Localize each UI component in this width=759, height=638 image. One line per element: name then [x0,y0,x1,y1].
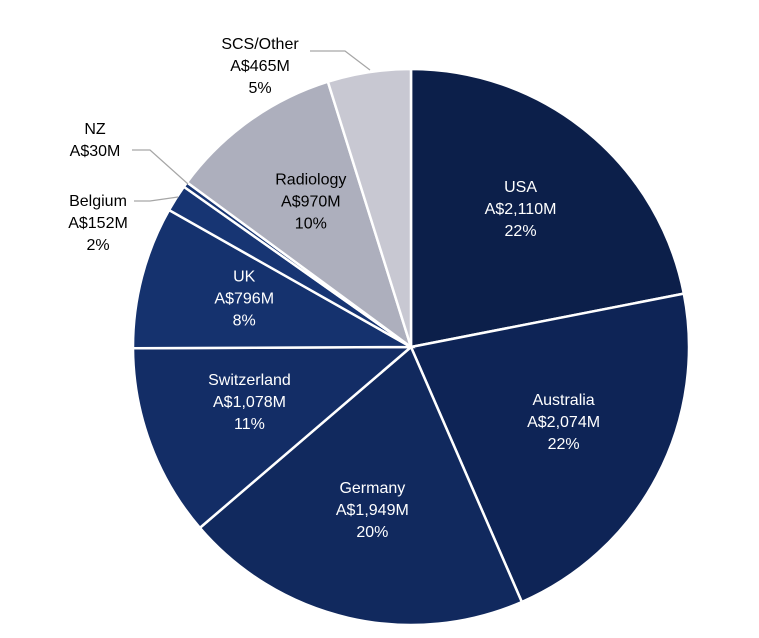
value-label: A$1,078M [213,394,286,411]
category-label: Belgium [69,193,127,210]
percent-label: 8% [233,312,256,329]
leader-line [134,196,179,202]
percent-label: 11% [234,416,265,433]
percent-label: 2% [86,237,109,254]
value-label: A$2,110M [485,201,557,218]
value-label: A$796M [214,290,274,307]
category-label: Radiology [275,172,346,189]
category-label: Germany [339,480,405,497]
value-label: A$30M [70,143,121,160]
data-label: UK A$796M 8% [214,268,274,329]
leader-line [132,149,189,185]
value-label: A$1,949M [336,502,409,519]
pie-slice-scs-other [326,67,413,348]
pie-slice-australia [409,292,691,604]
percent-label: 22% [505,223,537,240]
data-label: USA A$2,110M 22% [485,179,557,240]
data-label: Australia A$2,074M 22% [527,392,600,453]
pie-slice-switzerland [131,345,415,530]
pie-slice-germany [198,344,524,627]
category-label: Australia [532,392,594,409]
value-label: A$152M [68,215,128,232]
category-label: SCS/Other [221,36,299,53]
data-label: SCS/Other A$465M 5% [221,36,299,97]
category-label: UK [233,268,256,285]
data-label: Switzerland A$1,078M 11% [208,372,291,433]
category-label: Switzerland [208,372,291,389]
category-label: USA [504,179,537,196]
category-label: NZ [84,121,106,138]
percent-label: 20% [356,524,388,541]
leader-line [310,50,371,71]
percent-label: 5% [248,80,271,97]
value-label: A$465M [230,58,290,75]
data-label: Belgium A$152M 2% [68,193,128,254]
pie-slice-usa [409,67,686,349]
pie-slice-radiology [185,80,414,351]
value-label: A$970M [281,194,341,211]
percent-label: 22% [548,436,580,453]
pie-slice-uk [131,208,416,350]
data-label: Radiology A$970M 10% [275,172,346,233]
data-label: NZ A$30M [70,121,121,160]
data-label: Germany A$1,949M 20% [336,480,409,541]
value-label: A$2,074M [527,414,600,431]
percent-label: 10% [295,216,327,233]
